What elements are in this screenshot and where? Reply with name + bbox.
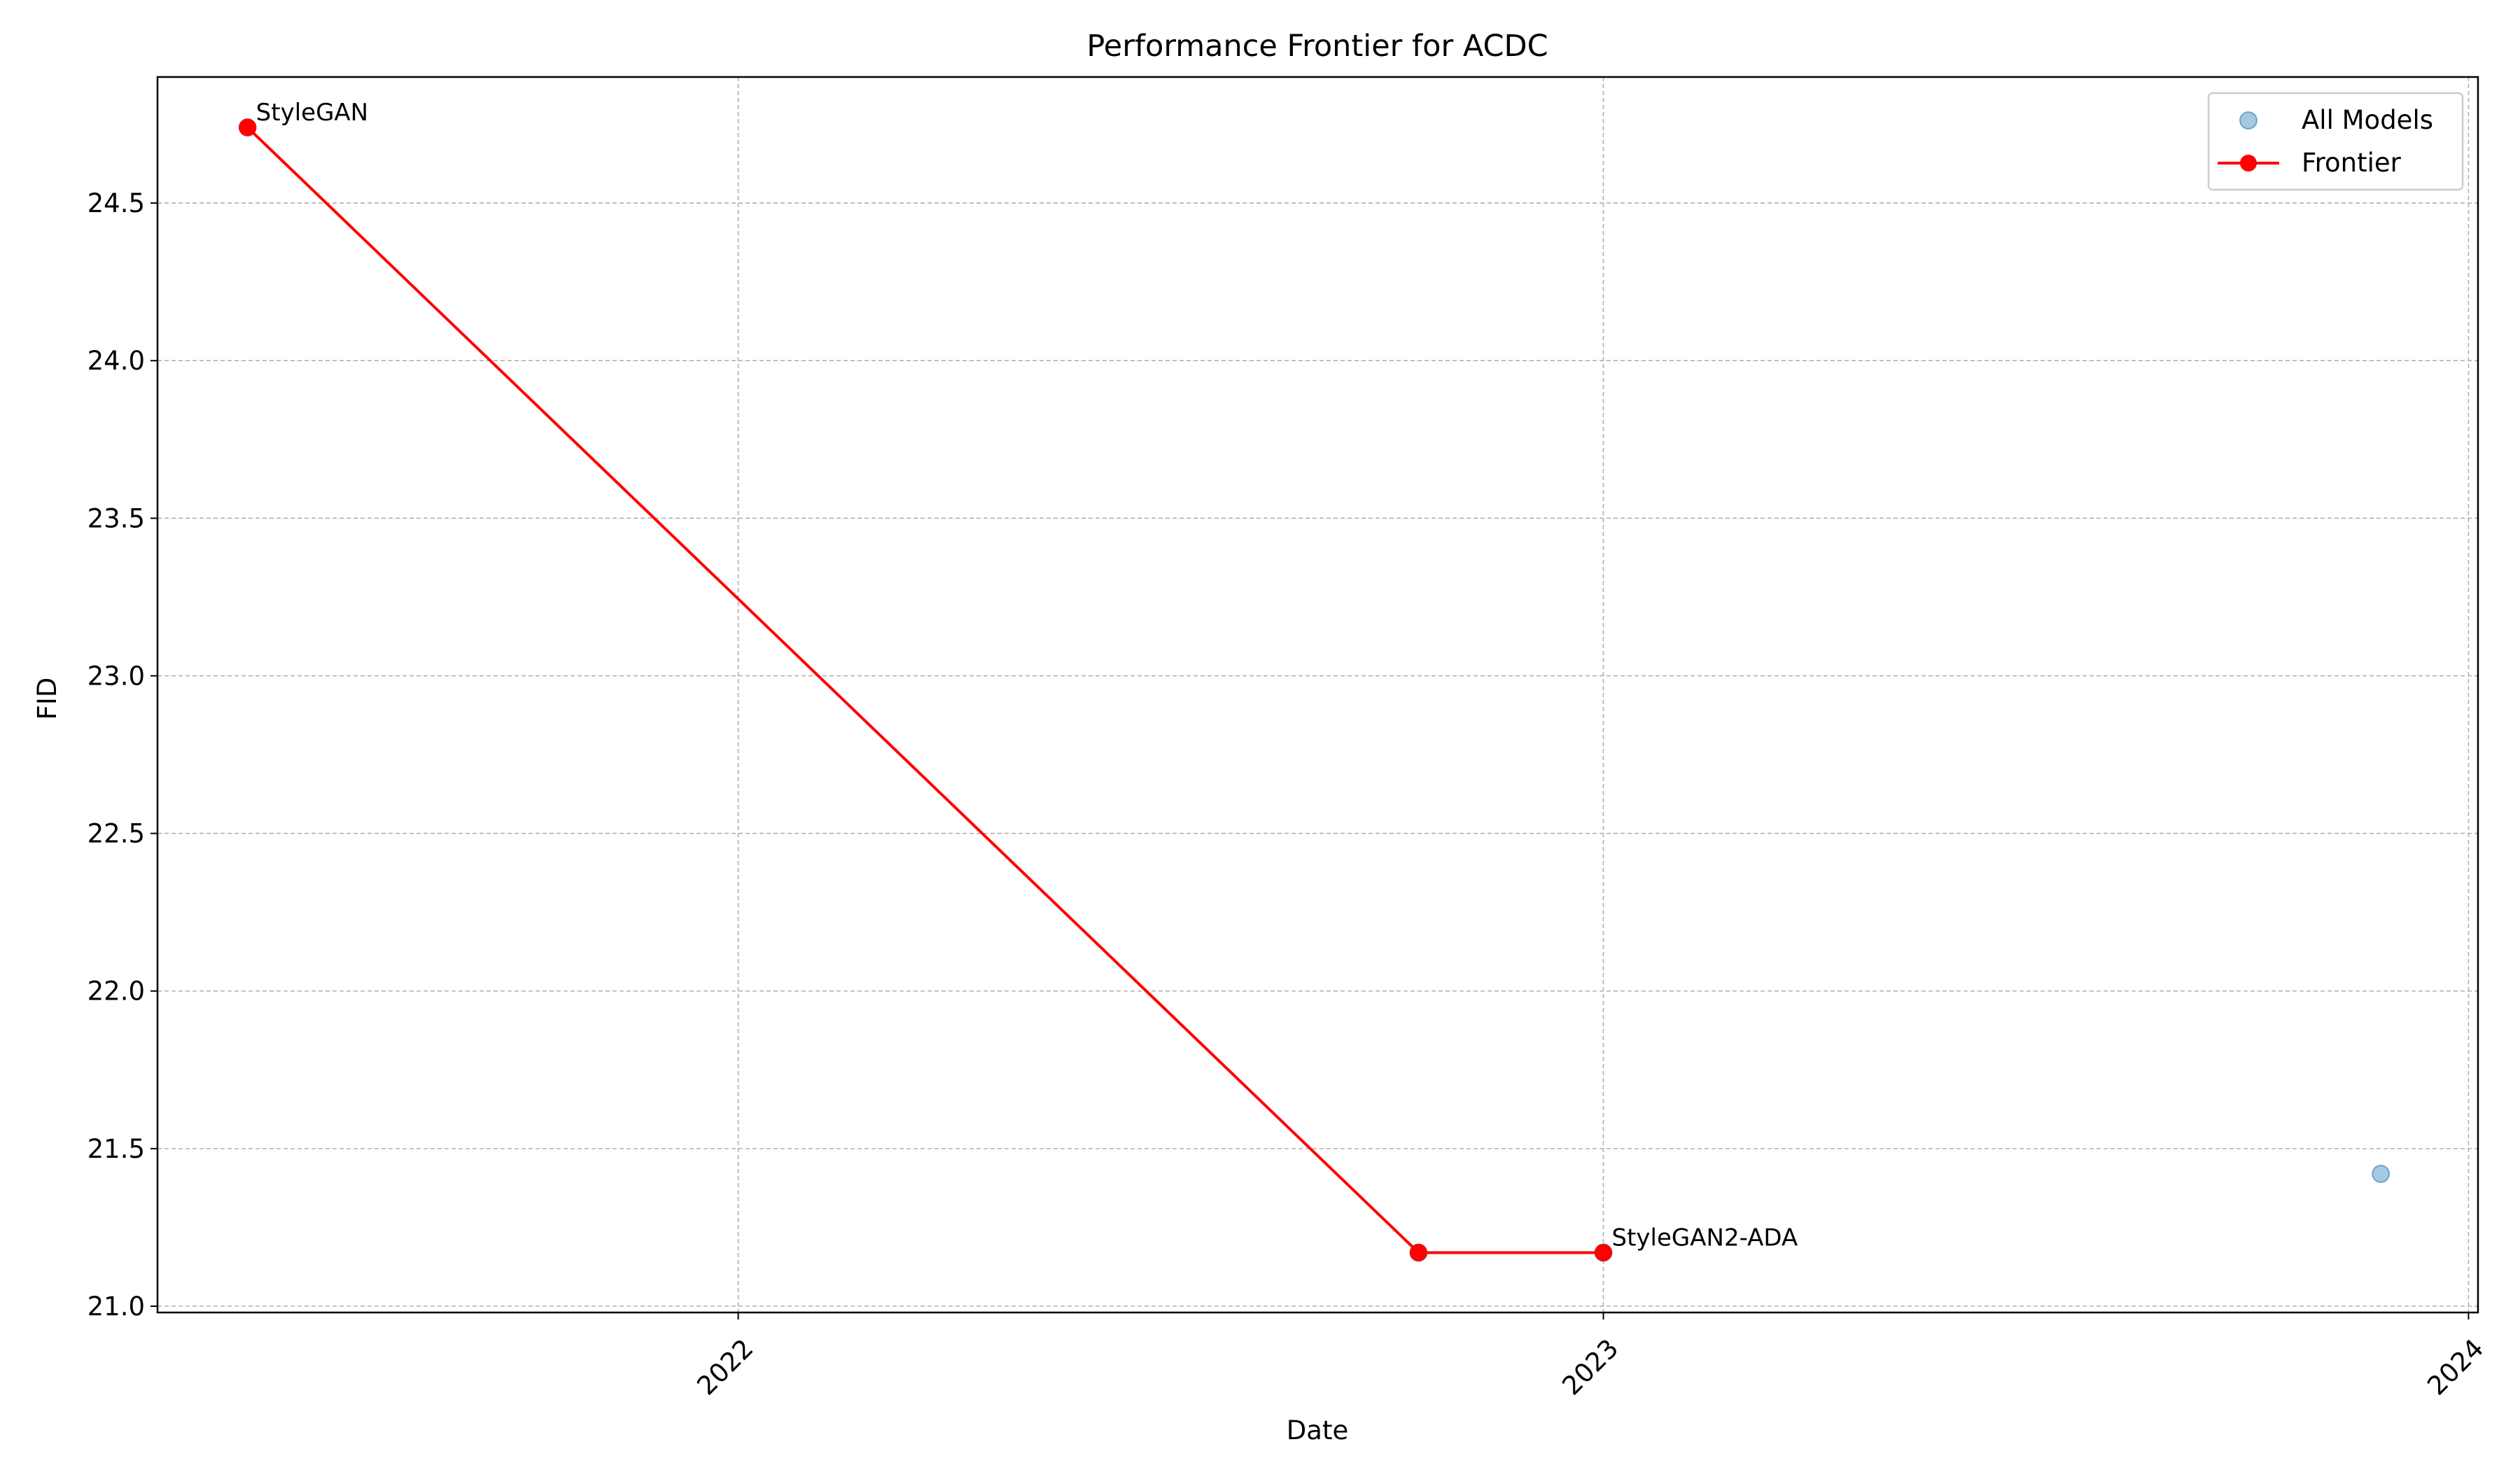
x-tick-label: 2024 (2421, 1334, 2489, 1401)
legend: All Models Frontier (2207, 92, 2464, 191)
legend-frontier-marker (2240, 155, 2257, 172)
annotations: StyleGAN StyleGAN2-ADA (256, 99, 1798, 1252)
grid (158, 77, 2478, 1312)
all-models-point (2372, 1164, 2390, 1183)
frontier-series (239, 118, 1613, 1261)
legend-all-models-marker (2239, 111, 2258, 130)
chart-title: Performance Frontier for ACDC (1086, 29, 1548, 64)
x-tick-label: 2022 (692, 1334, 760, 1401)
plot-frame (156, 76, 2479, 1314)
legend-box (2207, 92, 2464, 191)
y-axis-label: FID (32, 678, 62, 720)
frontier-point (239, 118, 257, 136)
y-tick-label: 23.5 (88, 503, 145, 533)
legend-frontier-label: Frontier (2302, 148, 2402, 178)
axis-ticks: 21.0 21.5 22.0 22.5 23.0 23.5 24.0 24.5 2022 2023… (88, 188, 2490, 1401)
y-tick-label: 22.5 (88, 819, 145, 849)
legend-all-models-label: All Models (2302, 105, 2433, 135)
y-tick-label: 21.0 (88, 1292, 145, 1322)
x-axis-label: Date (1287, 1415, 1348, 1446)
point-annotation: StyleGAN (256, 99, 368, 127)
y-tick-label: 24.5 (88, 188, 145, 218)
y-tick-label: 24.0 (88, 346, 145, 376)
all-models-series (238, 118, 2390, 1262)
frontier-line (246, 126, 1604, 1254)
x-tick-label: 2023 (1556, 1334, 1624, 1401)
frontier-point (1595, 1243, 1613, 1261)
frontier-point (1409, 1243, 1427, 1261)
point-annotation: StyleGAN2-ADA (1612, 1224, 1798, 1252)
y-tick-label: 22.0 (88, 976, 145, 1007)
y-tick-label: 21.5 (88, 1134, 145, 1164)
y-tick-label: 23.0 (88, 661, 145, 691)
